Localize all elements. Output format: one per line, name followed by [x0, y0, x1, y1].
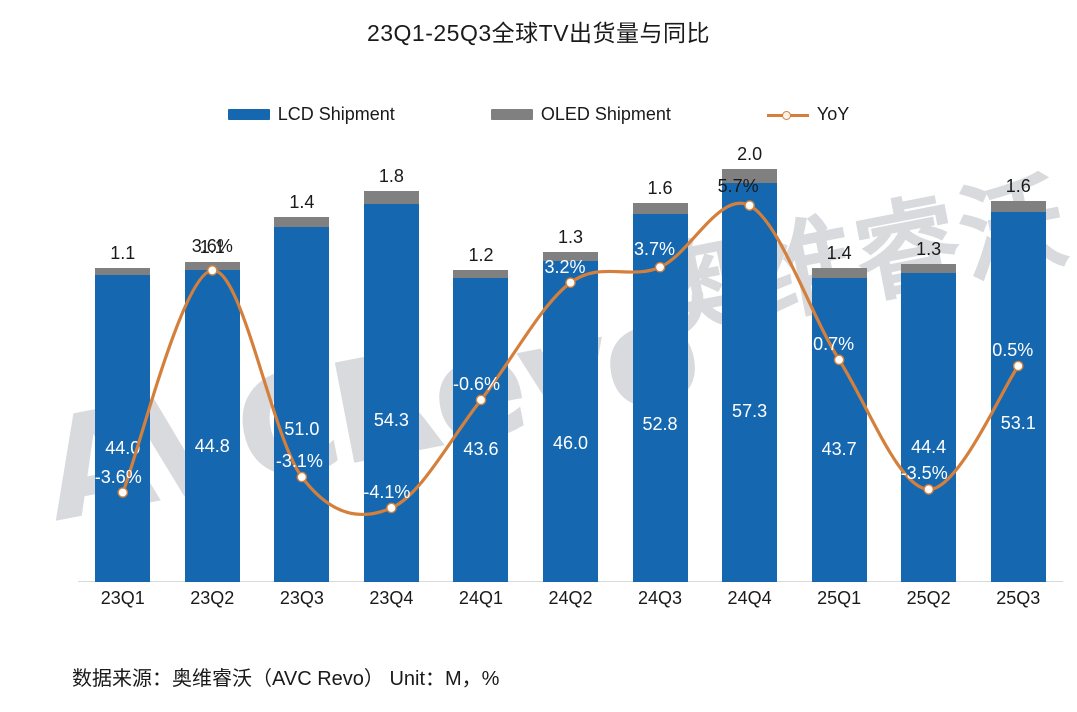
- bar-group[interactable]: [453, 269, 509, 582]
- bar-label-oled: 2.0: [737, 143, 763, 164]
- bar-segment-lcd[interactable]: [632, 214, 688, 582]
- bar-label-oled: 1.2: [468, 244, 494, 265]
- yoy-data-point[interactable]: [207, 265, 218, 276]
- yoy-data-point[interactable]: [744, 200, 755, 211]
- chart-title: 23Q1-25Q3全球TV出货量与同比: [366, 20, 711, 46]
- bar-label-lcd: 51.0: [284, 418, 320, 439]
- bar-segment-lcd[interactable]: [453, 278, 509, 582]
- bar-group[interactable]: [901, 263, 957, 582]
- x-tick-label: 24Q4: [727, 588, 772, 608]
- bar-segment-lcd[interactable]: [722, 182, 778, 582]
- bar-label-lcd: 43.6: [463, 439, 499, 460]
- bar-label-lcd: 44.8: [194, 436, 230, 457]
- yoy-value-label: -3.1%: [275, 451, 323, 472]
- bar-label-oled: 1.4: [826, 242, 852, 263]
- bar-label-lcd: 43.7: [821, 439, 857, 460]
- x-tick-label: 23Q4: [369, 588, 414, 608]
- legend-swatch-icon: [227, 109, 270, 120]
- yoy-data-point[interactable]: [833, 354, 845, 366]
- bar-segment-oled[interactable]: [632, 202, 688, 215]
- legend-label: OLED Shipment: [540, 104, 671, 124]
- bar-label-oled: 1.3: [916, 238, 942, 259]
- bar-label-oled: 1.1: [110, 242, 136, 263]
- bar-label-oled: 1.6: [1005, 175, 1031, 196]
- x-tick-label: 25Q2: [906, 588, 951, 608]
- legend-item[interactable]: LCD Shipment: [227, 104, 395, 125]
- plot-area: 1.1 44.0 1.1 44.8 1.4 51.0 1.8 54.3 1.2 43.6 1.3 46…: [78, 144, 1063, 582]
- source-note: 数据来源：奥维睿沃（AVC Revo） Unit：M，%: [72, 668, 500, 690]
- bar-label-oled: 1.6: [647, 177, 673, 198]
- legend-line-icon: [766, 109, 809, 121]
- yoy-value-label: 5.7%: [717, 175, 759, 196]
- bar-label-lcd: 57.3: [732, 401, 768, 422]
- bar-label-lcd: 53.1: [1000, 413, 1036, 434]
- bar-segment-lcd[interactable]: [363, 203, 419, 582]
- bar-segment-lcd[interactable]: [95, 275, 151, 582]
- bar-group[interactable]: [274, 216, 330, 582]
- bar-segment-lcd[interactable]: [274, 226, 330, 582]
- x-tick-label: 24Q1: [458, 588, 503, 608]
- yoy-data-point[interactable]: [296, 471, 308, 483]
- yoy-value-label: 3.6%: [191, 236, 233, 257]
- yoy-value-label: 0.7%: [813, 333, 855, 354]
- yoy-data-point[interactable]: [923, 484, 934, 495]
- bar-segment-oled[interactable]: [990, 200, 1046, 213]
- bar-label-lcd: 46.0: [552, 432, 589, 453]
- x-tick-label: 24Q3: [638, 588, 683, 608]
- bar-segment-oled[interactable]: [274, 216, 330, 227]
- yoy-data-point[interactable]: [1012, 360, 1024, 372]
- bar-label-oled: 1.3: [557, 227, 584, 248]
- bar-segment-oled[interactable]: [95, 267, 151, 276]
- bar-segment-lcd[interactable]: [184, 269, 240, 582]
- yoy-line-series: [117, 200, 1024, 516]
- x-tick-label: 23Q2: [190, 588, 235, 608]
- legend-label: YoY: [816, 104, 850, 124]
- legend-item[interactable]: YoY: [766, 104, 850, 125]
- x-tick-label: 23Q3: [279, 588, 324, 608]
- x-tick-label: 25Q1: [817, 588, 862, 608]
- bar-group[interactable]: [95, 267, 151, 582]
- legend-label: LCD Shipment: [277, 104, 395, 124]
- x-tick-label: 23Q1: [100, 588, 145, 608]
- bar-segment-oled[interactable]: [453, 269, 509, 279]
- bar-segment-lcd[interactable]: [543, 261, 598, 582]
- x-tick-label: 25Q3: [996, 588, 1041, 608]
- chart-legend: LCD Shipment OLED Shipment YoY: [0, 104, 1077, 125]
- yoy-data-point[interactable]: [117, 487, 129, 498]
- x-axis-tick-labels: 23Q1 23Q2 23Q3 23Q4 24Q1 24Q2 24Q3 24Q4 25Q1 25Q2…: [78, 588, 1063, 618]
- bar-group[interactable]: [632, 202, 688, 582]
- yoy-data-point[interactable]: [475, 394, 487, 406]
- bar-label-oled: 1.4: [289, 191, 315, 212]
- bar-segment-lcd[interactable]: [901, 272, 957, 582]
- bar-label-lcd: 44.4: [911, 437, 947, 458]
- bar-label-oled: 1.8: [378, 166, 404, 187]
- bar-segment-oled[interactable]: [901, 263, 957, 273]
- bar-label-lcd: 44.0: [105, 438, 141, 459]
- yoy-data-point[interactable]: [386, 502, 397, 514]
- yoy-data-point[interactable]: [565, 277, 576, 288]
- bar-group[interactable]: [543, 252, 598, 582]
- legend-swatch-icon: [490, 109, 533, 120]
- bar-label-oled: 1.1: [199, 237, 225, 258]
- bar-segment-oled[interactable]: [811, 267, 867, 278]
- bar-label-lcd: 54.3: [373, 409, 409, 430]
- yoy-value-label: -3.6%: [94, 466, 142, 487]
- yoy-value-label: 3.2%: [544, 256, 586, 277]
- x-tick-label: 24Q2: [548, 588, 593, 608]
- yoy-line-path: [121, 201, 1020, 516]
- legend-item[interactable]: OLED Shipment: [490, 104, 671, 125]
- bar-segment-oled[interactable]: [543, 252, 598, 262]
- bar-group[interactable]: [363, 191, 419, 582]
- yoy-value-label: -0.6%: [452, 373, 500, 394]
- yoy-value-label: -4.1%: [363, 481, 411, 502]
- bar-segment-oled[interactable]: [722, 168, 778, 183]
- yoy-data-point[interactable]: [654, 261, 666, 273]
- bar-label-lcd: 52.8: [642, 413, 678, 434]
- yoy-value-label: 0.5%: [992, 340, 1034, 360]
- yoy-value-label: 3.7%: [634, 239, 676, 260]
- yoy-value-label: -3.5%: [900, 463, 948, 484]
- bar-segment-oled[interactable]: [363, 191, 419, 204]
- bar-group[interactable]: [722, 168, 778, 582]
